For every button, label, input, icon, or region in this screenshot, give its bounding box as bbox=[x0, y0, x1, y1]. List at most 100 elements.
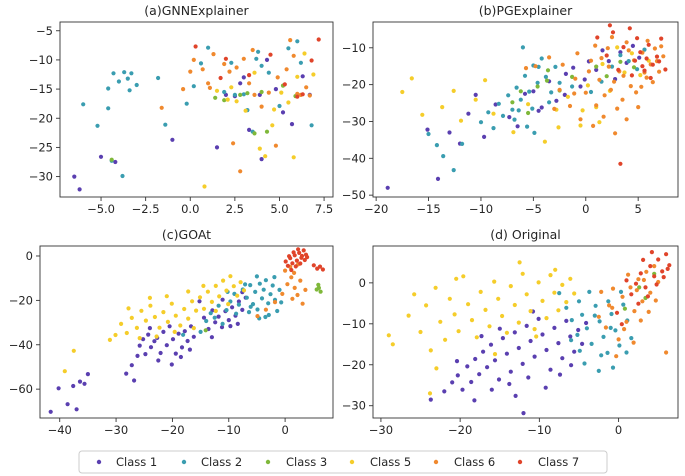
point-class-2 bbox=[460, 141, 465, 146]
point-class-2 bbox=[134, 82, 139, 88]
point-class-2 bbox=[610, 365, 616, 370]
point-class-6 bbox=[602, 93, 607, 98]
point-class-6 bbox=[615, 106, 620, 111]
point-class-6 bbox=[288, 38, 293, 43]
point-class-7 bbox=[654, 54, 660, 59]
point-class-1 bbox=[544, 347, 549, 353]
legend-box bbox=[78, 450, 608, 474]
x-tick-label: 0 bbox=[582, 202, 589, 216]
point-class-1 bbox=[264, 57, 270, 63]
panel-title: (c)GOAt bbox=[162, 227, 211, 242]
point-class-1 bbox=[152, 339, 157, 344]
point-class-5 bbox=[400, 89, 405, 95]
point-class-5 bbox=[433, 285, 438, 290]
point-class-5 bbox=[528, 309, 533, 314]
point-class-3 bbox=[622, 306, 628, 311]
legend-marker-class-1 bbox=[96, 459, 102, 465]
point-class-2 bbox=[496, 101, 501, 106]
point-class-2 bbox=[575, 332, 580, 337]
point-class-7 bbox=[282, 82, 287, 87]
point-class-2 bbox=[272, 275, 277, 280]
point-class-1 bbox=[504, 351, 509, 356]
point-class-7 bbox=[618, 161, 623, 166]
point-class-6 bbox=[644, 75, 649, 80]
point-class-2 bbox=[224, 308, 229, 313]
point-class-1 bbox=[539, 105, 544, 110]
point-class-6 bbox=[285, 282, 290, 287]
legend-label-class-5: Class 5 bbox=[370, 455, 411, 469]
point-class-5 bbox=[286, 100, 291, 105]
legend-marker-class-6 bbox=[433, 459, 439, 465]
y-tick-label: −15 bbox=[29, 82, 53, 96]
point-class-2 bbox=[248, 304, 253, 309]
point-class-2 bbox=[81, 102, 86, 107]
point-class-5 bbox=[186, 289, 191, 294]
point-class-2 bbox=[243, 282, 248, 287]
point-class-2 bbox=[618, 289, 624, 294]
point-class-1 bbox=[560, 356, 565, 361]
point-class-1 bbox=[289, 122, 295, 127]
point-class-2 bbox=[587, 289, 592, 294]
point-class-7 bbox=[289, 267, 294, 273]
point-class-1 bbox=[85, 372, 90, 377]
x-tick-label: −2.5 bbox=[132, 202, 160, 216]
point-class-6 bbox=[207, 85, 212, 90]
point-class-7 bbox=[607, 23, 613, 28]
point-class-2 bbox=[241, 92, 246, 97]
point-class-3 bbox=[316, 285, 321, 290]
point-class-6 bbox=[641, 277, 647, 283]
point-class-1 bbox=[228, 324, 233, 329]
point-class-5 bbox=[542, 139, 548, 144]
point-class-7 bbox=[193, 44, 198, 49]
point-class-1 bbox=[213, 320, 218, 325]
point-class-2 bbox=[257, 281, 262, 286]
point-class-6 bbox=[594, 103, 599, 108]
point-class-6 bbox=[523, 66, 529, 71]
point-class-6 bbox=[626, 48, 631, 53]
point-class-2 bbox=[204, 318, 209, 324]
point-class-1 bbox=[528, 338, 533, 344]
point-class-2 bbox=[606, 299, 611, 304]
point-class-2 bbox=[617, 343, 622, 348]
point-class-2 bbox=[547, 100, 552, 105]
point-class-1 bbox=[147, 326, 152, 331]
point-class-3 bbox=[545, 68, 551, 73]
point-class-2 bbox=[518, 97, 523, 102]
point-class-1 bbox=[563, 71, 569, 76]
point-class-1 bbox=[137, 343, 142, 348]
point-class-1 bbox=[191, 334, 196, 339]
point-class-7 bbox=[309, 58, 314, 63]
point-class-6 bbox=[634, 90, 639, 95]
x-tick-label: −40 bbox=[48, 423, 72, 437]
point-class-6 bbox=[206, 81, 211, 86]
point-class-7 bbox=[301, 248, 306, 253]
y-tick-label: −20 bbox=[342, 78, 366, 92]
point-class-3 bbox=[238, 92, 243, 97]
x-tick-label: −5.0 bbox=[87, 202, 115, 216]
point-class-1 bbox=[482, 134, 487, 139]
x-tick-label: −30 bbox=[104, 423, 128, 437]
point-class-1 bbox=[201, 315, 207, 320]
point-class-6 bbox=[263, 307, 268, 312]
point-class-2 bbox=[593, 303, 598, 308]
point-class-5 bbox=[113, 332, 118, 338]
point-class-2 bbox=[156, 75, 161, 81]
point-class-6 bbox=[593, 43, 598, 48]
point-class-1 bbox=[594, 67, 599, 72]
point-class-1 bbox=[161, 329, 166, 334]
point-class-1 bbox=[385, 185, 390, 190]
point-class-2 bbox=[127, 88, 132, 93]
point-class-1 bbox=[576, 327, 581, 333]
point-class-5 bbox=[229, 85, 234, 90]
point-class-6 bbox=[661, 54, 666, 59]
point-class-2 bbox=[601, 334, 606, 339]
point-class-2 bbox=[254, 56, 259, 61]
point-class-1 bbox=[187, 347, 192, 352]
point-class-6 bbox=[624, 117, 629, 122]
point-class-7 bbox=[320, 267, 325, 272]
point-class-6 bbox=[636, 105, 641, 110]
point-class-7 bbox=[642, 68, 647, 73]
point-class-5 bbox=[124, 330, 129, 336]
point-class-5 bbox=[556, 308, 561, 313]
point-class-1 bbox=[124, 371, 129, 376]
